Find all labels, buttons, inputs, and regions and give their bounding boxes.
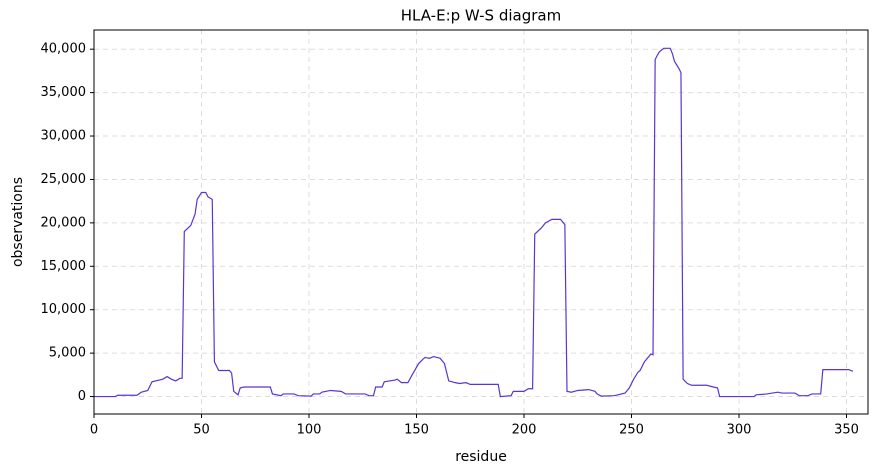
x-tick-label: 200 xyxy=(512,423,537,438)
y-tick-label: 40,000 xyxy=(41,42,87,57)
x-tick-label: 50 xyxy=(193,423,210,438)
plot-frame xyxy=(93,29,869,415)
y-tick-label: 15,000 xyxy=(41,259,87,274)
y-tick-label: 35,000 xyxy=(41,85,87,100)
y-tick-label: 30,000 xyxy=(41,129,87,144)
x-axis-label: residue xyxy=(455,449,507,465)
chart-title: HLA-E:p W-S diagram xyxy=(401,7,561,25)
y-tick-label: 10,000 xyxy=(41,302,87,317)
x-tick-label: 100 xyxy=(297,423,322,438)
y-axis-label: observations xyxy=(10,177,26,267)
y-tick-label: 25,000 xyxy=(41,172,87,187)
x-tick-label: 250 xyxy=(619,423,644,438)
x-tick-label: 300 xyxy=(727,423,752,438)
y-tick-label: 0 xyxy=(78,389,86,404)
x-tick-label: 150 xyxy=(404,423,429,438)
x-tick-label: 350 xyxy=(834,423,859,438)
x-tick-label: 0 xyxy=(90,423,98,438)
y-tick-label: 5,000 xyxy=(49,346,86,361)
y-tick-label: 20,000 xyxy=(41,215,87,230)
data-line xyxy=(94,47,854,398)
